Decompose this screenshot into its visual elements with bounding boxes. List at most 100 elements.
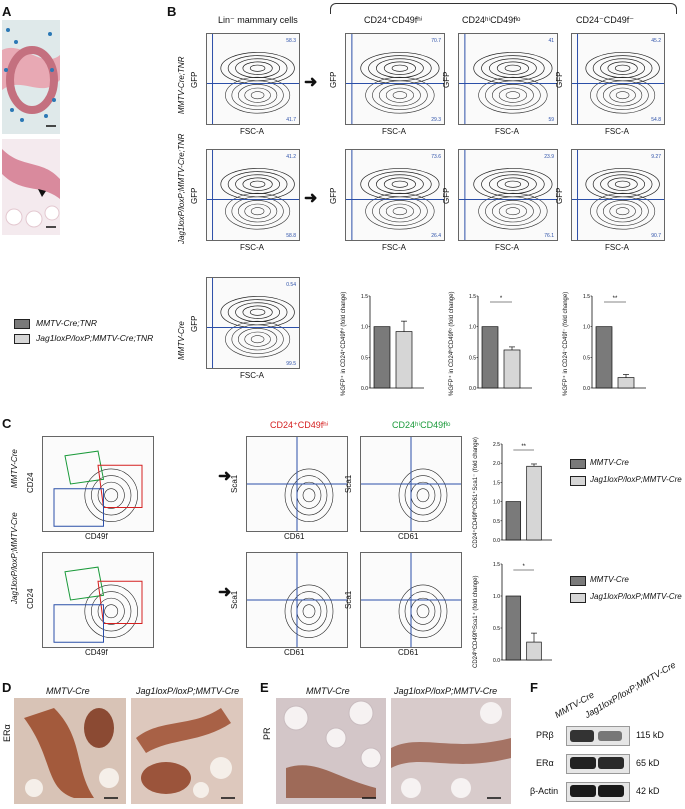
bar-chart-5: 0.0 0.5 1.0 1.5 * xyxy=(486,556,554,666)
bar-chart-ylabel-5: CD24ʰⁱCD49fˡᵒSca1⁺ (fold change) xyxy=(473,575,479,668)
y-tick-label: 1.5 xyxy=(493,480,500,486)
panel-label-d: D xyxy=(2,680,12,695)
axis-label-x: CD61 xyxy=(398,532,419,541)
wb-band-actin-2 xyxy=(598,785,624,797)
axis-label-fsc: FSC-A xyxy=(495,243,519,252)
y-tick-label: 0.5 xyxy=(583,355,590,361)
axis-label-gfp: GFP xyxy=(442,71,451,88)
sig-marker: ** xyxy=(613,296,618,302)
flow-plot-c-1-1 xyxy=(42,436,154,532)
quadrant-value-top: 9.27 xyxy=(651,154,661,160)
legend-b-swatch-1 xyxy=(14,319,30,329)
header-hi: CD24⁺CD49fʰⁱ xyxy=(364,15,423,25)
legend-c2-label-2: Jag1loxP/loxP;MMTV-Cre xyxy=(590,592,682,601)
legend-b-swatch-2 xyxy=(14,334,30,344)
wb-band-era-1 xyxy=(570,757,596,769)
quadrant-value-top: 0.54 xyxy=(286,282,296,288)
flow-plot-c-2-3 xyxy=(360,552,462,648)
panel-label-b: B xyxy=(167,4,177,19)
bar-chart-ylabel-2: %GFP⁺ in CD24ʰⁱCD49fˡᵒ (fold change) xyxy=(449,291,455,396)
bar-1 xyxy=(503,349,521,389)
flow-plot-b-2-4: 9.27 90.7 xyxy=(571,149,665,241)
row-label-b1: MMTV-Cre;TNR xyxy=(177,56,186,114)
bar-0 xyxy=(373,326,391,389)
row-label-c1: MMTV-Cre xyxy=(10,449,19,488)
quadrant-value-bottom: 54.8 xyxy=(651,117,661,123)
legend-b-label-2: Jag1loxP/loxP;MMTV-Cre;TNR xyxy=(36,333,154,343)
wb-row-name-1: PRβ xyxy=(536,730,554,740)
axis-label-gfp: GFP xyxy=(329,71,338,88)
sig-marker: ** xyxy=(521,444,526,450)
y-tick-label: 0.0 xyxy=(493,538,500,544)
axis-label-gfp: GFP xyxy=(555,187,564,204)
axis-label-x: CD61 xyxy=(398,648,419,657)
panel-label-f: F xyxy=(530,680,538,695)
axis-label-fsc: FSC-A xyxy=(240,243,264,252)
axis-label-y: Sca1 xyxy=(344,474,353,493)
bar-0 xyxy=(481,326,499,389)
ihc-image-e-2 xyxy=(391,698,511,804)
axis-label-gfp: GFP xyxy=(555,71,564,88)
wb-band-era-2 xyxy=(598,757,624,769)
axis-label-gfp: GFP xyxy=(329,187,338,204)
quadrant-value-bottom: 58.8 xyxy=(286,233,296,239)
wb-row-size-1: 115 kD xyxy=(636,730,664,740)
ihc-image-d-1 xyxy=(14,698,126,804)
legend-c2-swatch-1 xyxy=(570,576,586,586)
bar-1 xyxy=(617,377,635,389)
bar-1 xyxy=(526,465,542,541)
quadrant-value-bottom: 41.7 xyxy=(286,117,296,123)
axis-label-x: CD49f xyxy=(85,648,108,657)
axis-label-fsc: FSC-A xyxy=(240,371,264,380)
axis-label-gfp: GFP xyxy=(190,71,199,88)
row-label-b3: MMTV-Cre xyxy=(177,321,186,360)
quadrant-value-bottom: 26.4 xyxy=(431,233,441,239)
bar-chart-4: 0.0 0.5 1.0 1.5 2.0 2.5 ** xyxy=(486,436,554,546)
histology-image-a-bottom xyxy=(2,139,60,235)
header-d-1: MMTV-Cre xyxy=(46,686,90,696)
header-neg: CD24⁻CD49f⁻ xyxy=(576,15,635,25)
axis-label-gfp: GFP xyxy=(442,187,451,204)
y-tick-label: 0.5 xyxy=(493,626,500,632)
y-tick-label: 2.0 xyxy=(493,461,500,467)
bar-chart-ylabel-4: CD24⁺CD49fʰⁱCD61⁺Sca1⁻ (fold change) xyxy=(473,437,479,548)
wb-band-prb-2 xyxy=(598,731,622,741)
histology-image-a-top xyxy=(2,20,60,134)
quadrant-value-top: 23.9 xyxy=(544,154,554,160)
y-tick-label: 1.5 xyxy=(361,294,368,300)
flow-plot-b-2-1: 41.2 58.8 xyxy=(206,149,300,241)
bar-chart-2: 0.0 0.5 1.0 1.5 * xyxy=(462,288,534,394)
quadrant-value-top: 58.3 xyxy=(286,38,296,44)
axis-label-fsc: FSC-A xyxy=(605,127,629,136)
flow-plot-c-1-3 xyxy=(360,436,462,532)
axis-label-fsc: FSC-A xyxy=(382,127,406,136)
row-label-b2: Jag1loxP/loxP;MMTV-Cre;TNR xyxy=(177,133,186,244)
axis-label-y: CD24 xyxy=(26,472,35,493)
quadrant-value-bottom: 90.7 xyxy=(651,233,661,239)
y-tick-label: 0.5 xyxy=(493,519,500,525)
panel-label-c: C xyxy=(2,416,12,431)
ihc-image-e-1 xyxy=(276,698,386,804)
header-c-hi: CD24⁺CD49fʰⁱ xyxy=(270,420,329,430)
y-tick-label: 1.0 xyxy=(583,325,590,331)
panel-label-a: A xyxy=(2,4,12,19)
bar-chart-ylabel-1: %GFP⁺ in CD24⁺CD49fʰⁱ (fold change) xyxy=(341,291,347,396)
header-lo: CD24ʰⁱCD49fˡᵒ xyxy=(462,15,521,25)
y-tick-label: 0.0 xyxy=(583,386,590,392)
quadrant-value-bottom: 59 xyxy=(548,117,554,123)
legend-c2-label-1: MMTV-Cre xyxy=(590,575,629,584)
flow-plot-b-3-1: 0.54 99.5 xyxy=(206,277,300,369)
y-tick-label: 0.5 xyxy=(361,355,368,361)
legend-c1-label-1: MMTV-Cre xyxy=(590,458,629,467)
axis-label-gfp: GFP xyxy=(190,187,199,204)
axis-label-fsc: FSC-A xyxy=(382,243,406,252)
axis-label-x: CD49f xyxy=(85,532,108,541)
arrow-b1: ➜ xyxy=(304,74,318,91)
y-tick-label: 0.5 xyxy=(469,355,476,361)
y-tick-label: 2.5 xyxy=(493,442,500,448)
header-d-2: Jag1loxP/loxP;MMTV-Cre xyxy=(136,686,240,696)
legend-c1-swatch-1 xyxy=(570,459,586,469)
y-tick-label: 1.0 xyxy=(361,325,368,331)
flow-plot-b-1-2: 70.7 29.3 xyxy=(345,33,445,125)
y-tick-label: 1.5 xyxy=(469,294,476,300)
